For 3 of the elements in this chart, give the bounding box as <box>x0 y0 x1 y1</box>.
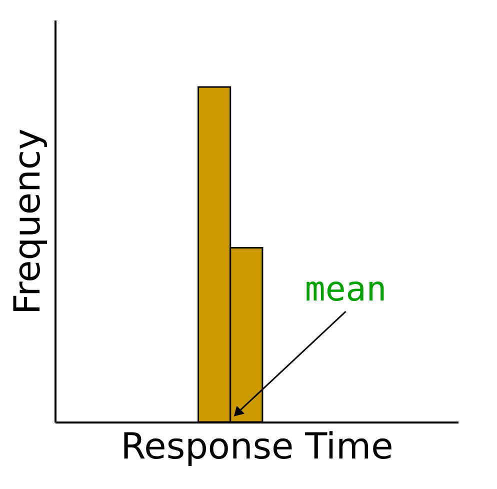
x-axis-title: Response Time <box>120 426 394 468</box>
y-axis-title: Frequency <box>8 128 48 314</box>
text: mean <box>304 269 387 310</box>
